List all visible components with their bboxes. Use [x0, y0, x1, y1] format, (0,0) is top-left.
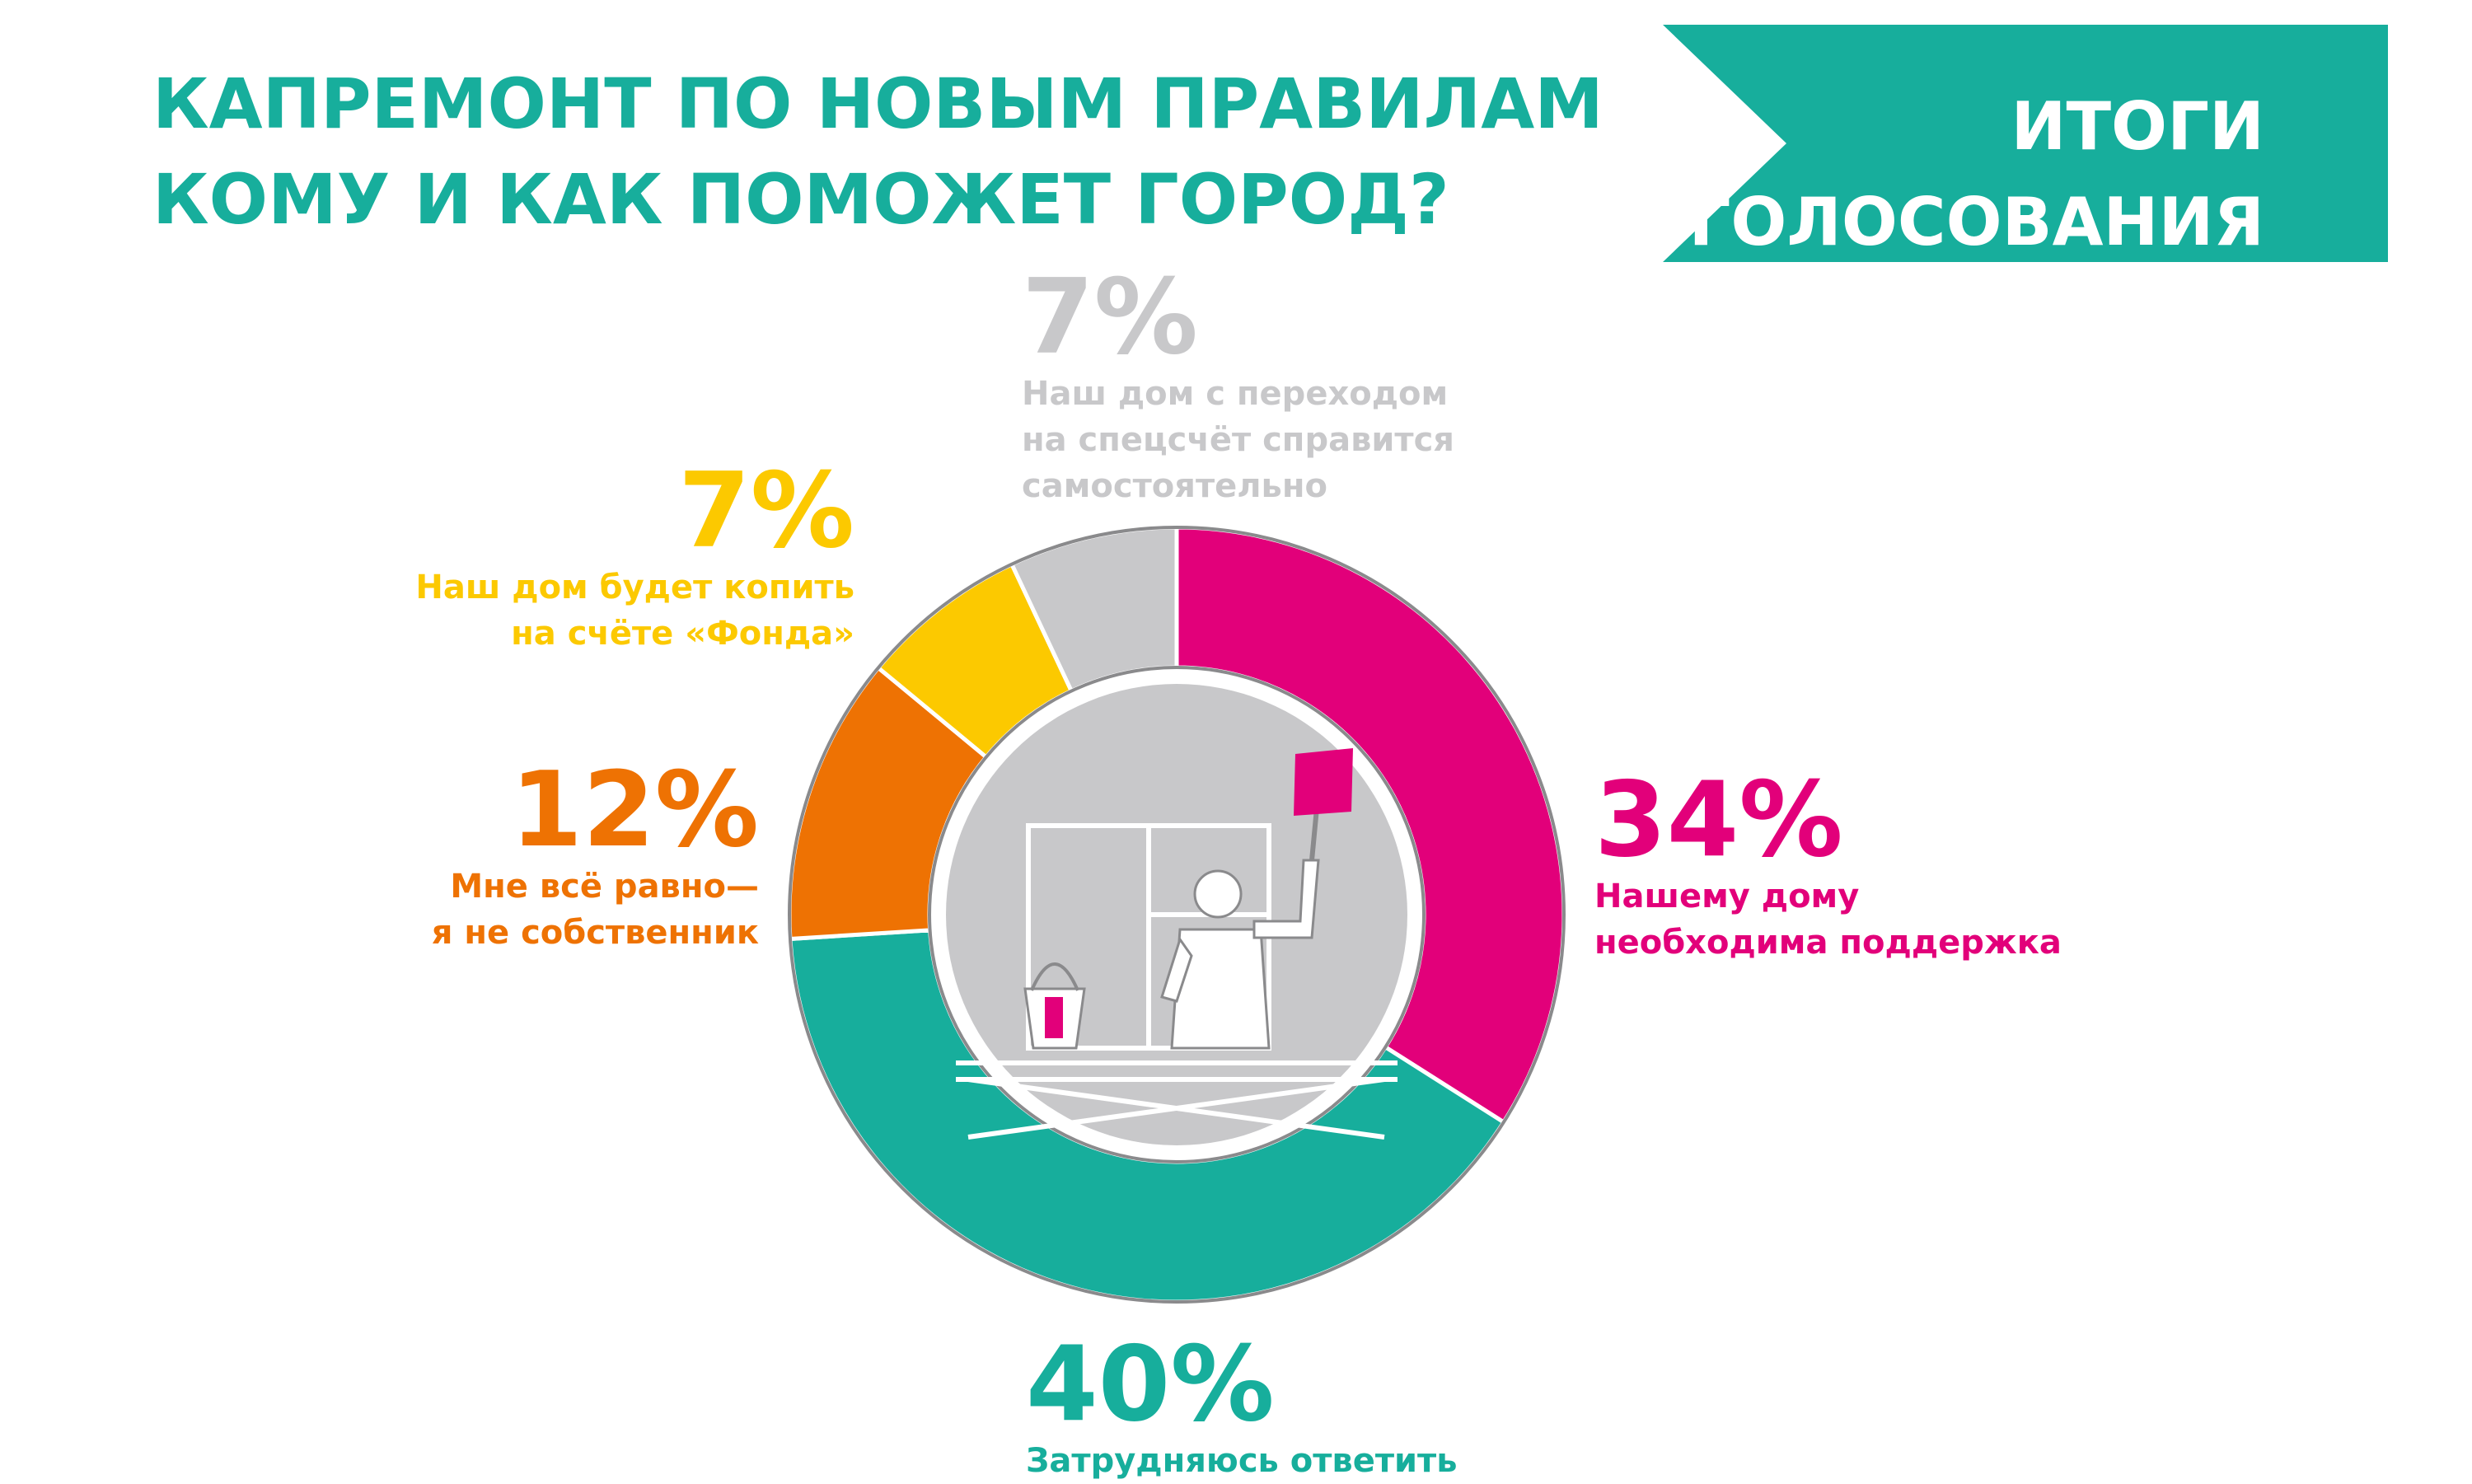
chart-title: КАПРЕМОНТ ПО НОВЫМ ПРАВИЛАМ КОМУ И КАК П…	[152, 56, 1604, 247]
badge-line-1: ИТОГИ	[2011, 88, 2264, 165]
worker-lower-arm	[1160, 936, 1193, 1003]
label-support-needed-percent: 34%	[1594, 759, 1843, 880]
badge-text: ИТОГИ ГОЛОСОВАНИЯ	[1688, 79, 2264, 270]
label-not-owner-text: Мне всё равно— я не собственник	[432, 864, 759, 956]
label-support-needed-line-2: необходима поддержка	[1594, 924, 2062, 962]
label-fund-account-line-2: на счёте «Фонда»	[511, 615, 854, 653]
label-hard-to-answer-percent: 40%	[1026, 1323, 1275, 1444]
label-hard-to-answer-line-1: Затрудняюсь ответить	[1026, 1442, 1458, 1480]
worker-painting-wall-icon	[946, 684, 1407, 1145]
label-hard-to-answer: 40% Затрудняюсь ответить	[1026, 1331, 1458, 1484]
voting-results-badge: ИТОГИ ГОЛОСОВАНИЯ	[1663, 25, 2388, 262]
donut-outer-outline	[788, 526, 1566, 1304]
paint-roller-head	[1294, 748, 1353, 816]
label-fund-account-line-1: Наш дом будет копить	[415, 569, 854, 606]
badge-ribbon-shape	[1663, 25, 2388, 262]
badge-line-2: ГОЛОСОВАНИЯ	[1688, 184, 2264, 260]
bucket-paint	[1045, 997, 1063, 1038]
label-not-owner-line-1: Мне всё равно—	[450, 868, 759, 906]
label-special-account-line-1: Наш дом с переходом	[1022, 375, 1449, 413]
label-special-account-percent: 7%	[1022, 256, 1198, 377]
donut-inner-outline	[928, 666, 1426, 1163]
label-special-account-text: Наш дом с переходом на спецсчёт справитс…	[1022, 371, 1454, 509]
bucket-handle	[1030, 962, 1079, 991]
label-hard-to-answer-text: Затрудняюсь ответить	[1026, 1438, 1458, 1484]
label-fund-account: 7% Наш дом будет копить на счёте «Фонда»	[415, 457, 854, 657]
label-special-account-line-2: на спецсчёт справится	[1022, 421, 1454, 459]
scaffold-brace-2	[967, 1077, 1385, 1140]
label-support-needed-text: Нашему дому необходима поддержка	[1594, 873, 2062, 966]
label-not-owner: 12% Мне всё равно— я не собственник	[432, 756, 759, 956]
worker-body	[1170, 928, 1271, 1050]
chart-title-line-2: КОМУ И КАК ПОМОЖЕТ ГОРОД?	[152, 159, 1449, 240]
worker-head	[1193, 869, 1243, 919]
label-not-owner-line-2: я не собственник	[431, 914, 759, 952]
chart-title-line-1: КАПРЕМОНТ ПО НОВЫМ ПРАВИЛАМ	[152, 63, 1604, 144]
donut-slices	[787, 525, 1566, 1304]
worker-raised-arm	[1252, 859, 1320, 939]
label-fund-account-percent: 7%	[678, 450, 854, 571]
label-fund-account-text: Наш дом будет копить на счёте «Фонда»	[415, 564, 854, 657]
label-special-account-line-3: самостоятельно	[1022, 467, 1327, 505]
badge-ribbon-polygon	[1663, 25, 2388, 262]
label-not-owner-percent: 12%	[510, 749, 759, 870]
label-support-needed: 34% Нашему дому необходима поддержка	[1594, 766, 2062, 966]
label-support-needed-line-1: Нашему дому	[1594, 878, 1860, 915]
label-special-account: 7% Наш дом с переходом на спецсчёт справ…	[1022, 264, 1454, 509]
